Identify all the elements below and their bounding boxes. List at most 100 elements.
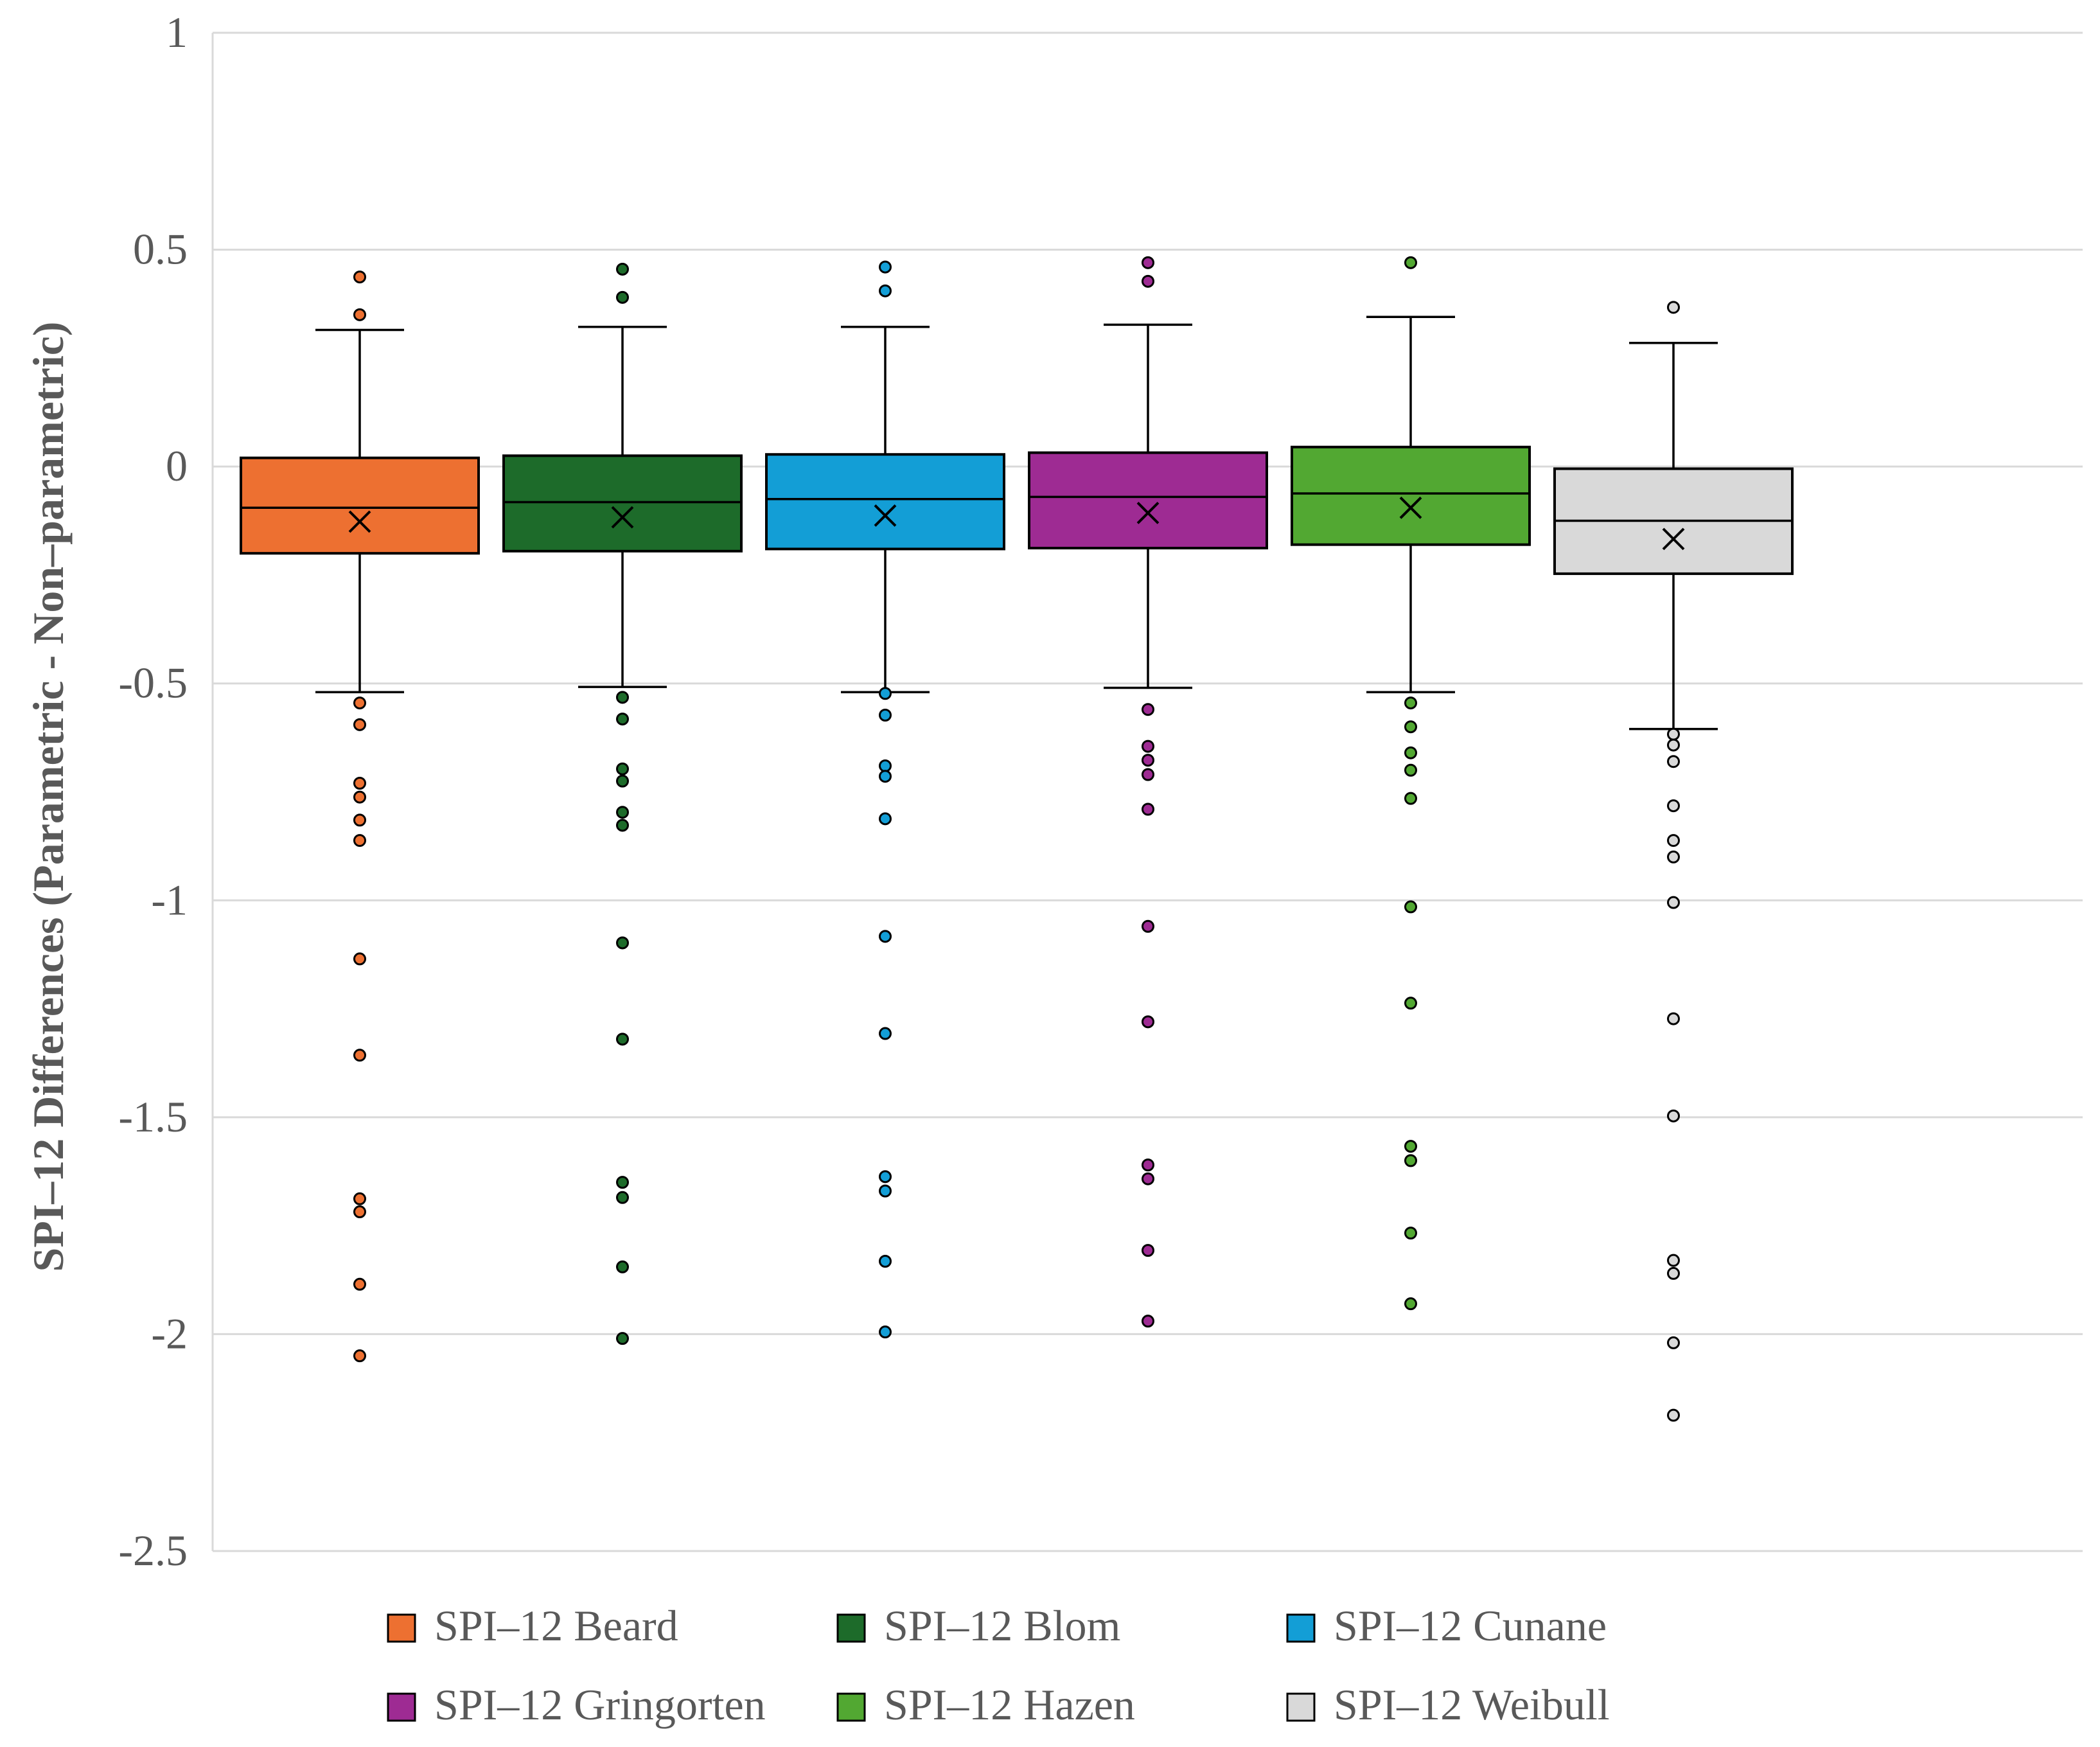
box-series	[502, 262, 743, 1345]
outlier-point	[353, 1192, 366, 1205]
outlier-point	[616, 819, 629, 832]
outlier-point	[1667, 301, 1680, 314]
outlier-point	[1404, 792, 1417, 805]
outlier-point	[353, 790, 366, 804]
outlier-point	[616, 1033, 629, 1046]
box-series	[240, 270, 480, 1363]
outlier-point	[879, 1027, 892, 1040]
outlier-point	[879, 1326, 892, 1339]
outlier-point	[353, 813, 366, 827]
legend: SPI–12 Beard SPI–12 Blom SPI–12 Cunane SPI–…	[387, 1601, 1610, 1729]
outlier-point	[1404, 256, 1417, 269]
legend-label: SPI–12 Cunane	[1334, 1601, 1607, 1650]
outlier-point	[1142, 1244, 1154, 1257]
outlier-point	[1142, 740, 1154, 753]
outlier-point	[1142, 703, 1154, 716]
outlier-point	[1404, 746, 1417, 759]
outlier-point	[1142, 919, 1154, 933]
outlier-point	[879, 930, 892, 943]
legend-label: SPI–12 Gringorten	[434, 1680, 766, 1729]
outlier-point	[1667, 1266, 1680, 1280]
outlier-point	[1142, 1172, 1154, 1185]
legend-label: SPI–12 Blom	[884, 1601, 1120, 1650]
outlier-point	[1142, 256, 1154, 269]
outlier-point	[616, 1176, 629, 1189]
box-series	[1553, 301, 1794, 1422]
mean-marker	[1136, 501, 1160, 524]
outlier-point	[1404, 900, 1417, 914]
box-series	[1028, 256, 1268, 1328]
outlier-point	[1404, 1297, 1417, 1311]
outlier-point	[353, 1205, 366, 1219]
legend-label: SPI–12 Beard	[434, 1601, 678, 1650]
outlier-point	[1404, 1227, 1417, 1240]
y-tick-label: -0.5	[118, 659, 188, 707]
outlier-point	[1667, 850, 1680, 864]
outlier-point	[353, 270, 366, 284]
outlier-point	[616, 806, 629, 819]
outlier-point	[1142, 274, 1154, 288]
box	[502, 454, 743, 553]
outlier-point	[616, 713, 629, 726]
mean-marker	[611, 506, 634, 529]
outlier-point	[1404, 763, 1417, 777]
y-tick-label: -2	[151, 1309, 188, 1358]
outlier-point	[353, 776, 366, 790]
outlier-point	[1142, 768, 1154, 781]
outlier-point	[1667, 1012, 1680, 1025]
legend-swatch	[836, 1613, 866, 1643]
box	[765, 453, 1005, 551]
y-tick-label: -1.5	[118, 1092, 188, 1141]
outlier-point	[1667, 1254, 1680, 1267]
legend-item: SPI–12 Gringorten	[387, 1680, 766, 1729]
outlier-point	[1404, 1140, 1417, 1153]
y-tick-label: -1	[151, 875, 188, 924]
outlier-point	[1404, 1154, 1417, 1167]
outlier-point	[1667, 799, 1680, 813]
box	[1028, 451, 1268, 550]
outlier-point	[879, 759, 892, 772]
outlier-point	[879, 770, 892, 783]
legend-label: SPI–12 Weibull	[1334, 1680, 1610, 1729]
outlier-point	[353, 718, 366, 731]
legend-item: SPI–12 Blom	[836, 1601, 1120, 1650]
outlier-point	[879, 1184, 892, 1198]
outlier-point	[879, 284, 892, 297]
outlier-point	[1404, 696, 1417, 710]
outlier-point	[1142, 803, 1154, 816]
outlier-point	[1667, 738, 1680, 752]
y-tick-label: 0.5	[133, 225, 188, 274]
outlier-point	[353, 308, 366, 321]
box	[240, 456, 480, 555]
outlier-point	[1667, 755, 1680, 768]
outlier-point	[1667, 1336, 1680, 1349]
legend-swatch	[387, 1692, 416, 1722]
outlier-point	[616, 1191, 629, 1204]
outlier-point	[1667, 1109, 1680, 1122]
outlier-point	[879, 708, 892, 722]
outlier-point	[616, 1260, 629, 1273]
legend-swatch	[836, 1692, 866, 1722]
outlier-point	[353, 696, 366, 710]
outlier-point	[1404, 720, 1417, 734]
outlier-point	[879, 812, 892, 826]
outlier-point	[1667, 1408, 1680, 1422]
outlier-point	[616, 774, 629, 788]
outlier-point	[1667, 896, 1680, 909]
outlier-point	[1404, 997, 1417, 1010]
legend-swatch	[387, 1613, 416, 1643]
outlier-point	[616, 290, 629, 304]
legend-item: SPI–12 Hazen	[836, 1680, 1135, 1729]
box	[1291, 445, 1531, 546]
y-axis-tick-labels: 1 0.5 0 -0.5 -1 -1.5 -2 -2.5	[118, 8, 188, 1575]
outlier-point	[879, 1255, 892, 1268]
legend-item: SPI–12 Beard	[387, 1601, 678, 1650]
outlier-point	[879, 1170, 892, 1184]
box-series-group	[240, 256, 1794, 1422]
outlier-point	[353, 1349, 366, 1363]
outlier-point	[353, 1277, 366, 1291]
outlier-point	[1142, 1015, 1154, 1029]
outlier-point	[616, 936, 629, 950]
outlier-point	[1142, 1158, 1154, 1172]
